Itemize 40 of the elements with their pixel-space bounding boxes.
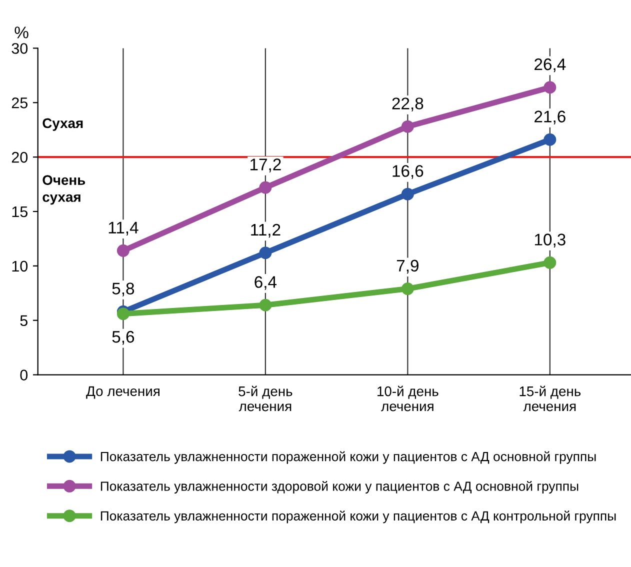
data-label: 7,9	[396, 260, 418, 274]
data-label: 6,4	[254, 276, 277, 290]
data-label: 16,6	[392, 165, 424, 179]
legend-label: Показатель увлажненности пораженной кожи у пациентов с АД контрольной группы	[100, 510, 616, 524]
point	[401, 282, 414, 296]
annotation: Сухая	[42, 118, 83, 131]
x-tick-label: 15-й день лечения	[520, 386, 581, 412]
data-label: 11,4	[108, 222, 138, 236]
data-label: 5,8	[112, 282, 134, 296]
data-label: 5,6	[112, 330, 134, 345]
data-label: 11,2	[251, 224, 280, 238]
y-tick-label: 15	[12, 206, 28, 218]
point	[544, 256, 556, 269]
point	[116, 244, 130, 257]
y-tick-label: 25	[12, 97, 28, 108]
point	[544, 133, 556, 146]
legend-label: Показатель увлажненности пораженной кожи у пациентов с АД основной группы	[100, 451, 596, 464]
point	[259, 246, 272, 260]
y-axis-title: %	[14, 26, 28, 38]
x-tick-label: До лечения	[86, 386, 160, 399]
point	[116, 308, 130, 320]
x-tick-label: 10-й день лечения	[378, 386, 438, 412]
data-label: 21,6	[534, 110, 566, 124]
legend-label: Показатель увлажненности здоровой кожи у пациентов с АД основной группы	[100, 480, 578, 494]
y-tick-label: 5	[20, 315, 28, 326]
annotation: Очень сухая	[42, 175, 86, 205]
data-label: 10,3	[534, 234, 566, 248]
point	[544, 81, 556, 94]
data-label: 22,8	[392, 98, 424, 112]
y-tick-label: 0	[20, 370, 28, 380]
point	[259, 298, 272, 312]
x-tick-label: 5-й день лечения	[238, 386, 292, 412]
point	[401, 120, 414, 133]
data-label: 26,4	[534, 58, 566, 72]
point	[259, 181, 272, 194]
y-tick-label: 30	[12, 43, 28, 54]
point	[401, 188, 414, 200]
y-tick-label: 20	[12, 152, 28, 163]
data-label: 17,2	[250, 158, 281, 172]
y-tick-label: 10	[12, 260, 28, 272]
